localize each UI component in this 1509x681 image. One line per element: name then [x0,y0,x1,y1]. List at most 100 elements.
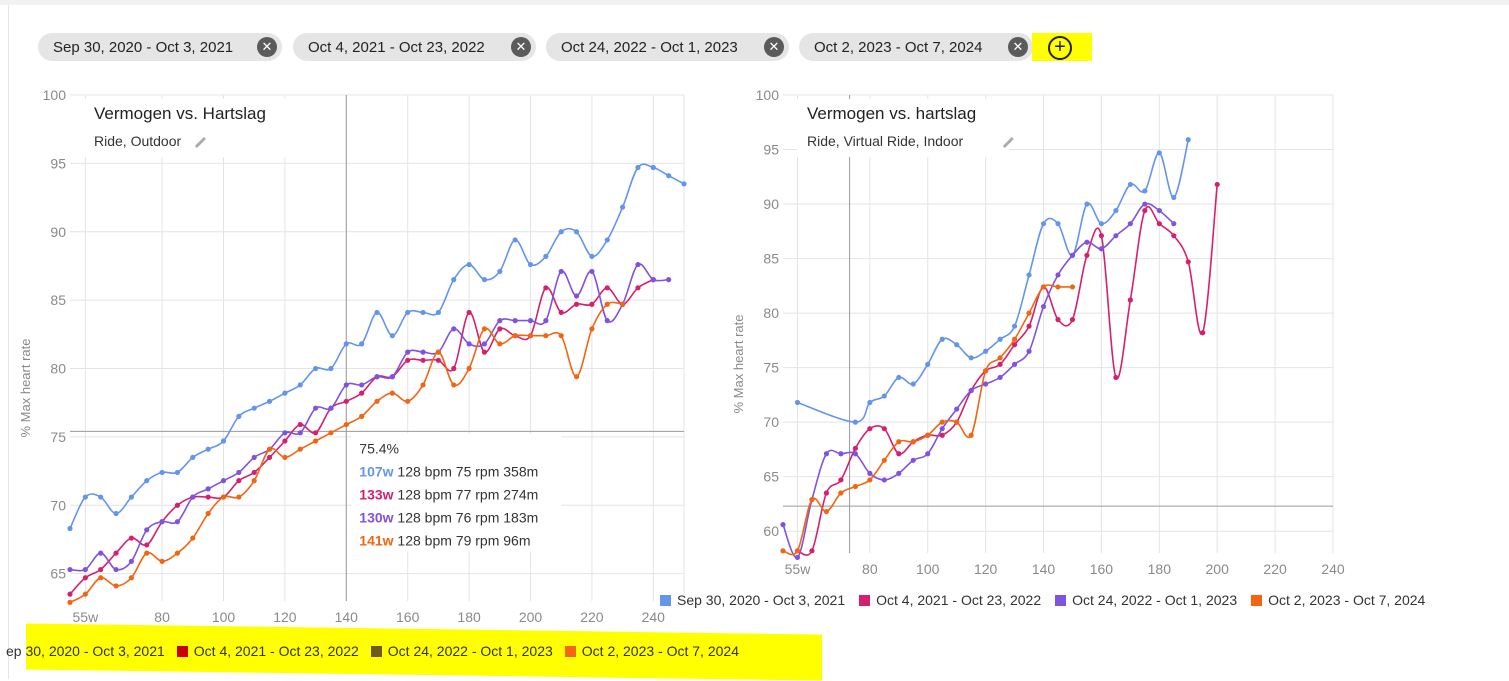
data-point [266,446,273,452]
legend-item[interactable]: Sep 30, 2020 - Oct 3, 2021 [660,592,845,608]
y-axis-label: % Max heart rate [18,339,33,438]
data-point [359,341,365,347]
data-point [997,336,1003,342]
x-tick-label: 120 [974,561,998,577]
close-icon[interactable]: ✕ [511,37,531,57]
x-tick-label: 180 [1148,561,1172,577]
data-point [997,355,1003,361]
data-point [635,261,641,268]
data-point [823,451,830,457]
data-point [512,318,518,324]
data-point [420,357,426,363]
data-point [527,318,534,324]
data-point [466,309,472,316]
data-point [251,478,257,484]
data-point [451,326,457,332]
legend-item[interactable]: Oct 2, 2023 - Oct 7, 2024 [564,643,739,659]
data-point [497,326,503,332]
data-point [589,253,595,259]
data-point [558,268,564,275]
data-point [98,566,104,573]
data-point [1098,221,1105,227]
data-point [867,477,873,483]
data-point [997,374,1003,381]
tooltip-header: 75.4% [359,440,399,456]
data-point [82,591,88,597]
x-tick-label: 80 [862,561,878,577]
date-range-chip-1[interactable]: Sep 30, 2020 - Oct 3, 2021 ✕ [38,33,282,61]
y-axis-label: % Max heart rate [731,315,746,414]
data-point [954,419,960,425]
close-icon[interactable]: ✕ [257,37,277,57]
data-point [543,285,549,291]
data-point [823,490,830,496]
x-tick-label: 200 [1206,561,1230,577]
data-point [481,326,488,332]
legend-item[interactable]: Oct 2, 2023 - Oct 7, 2024 [1251,592,1425,608]
data-point [359,390,365,396]
data-point [1026,310,1032,316]
chart-1: 65 70 75 80 85 90 95 100 55w 80 100 120 140 160 180 200… [18,87,687,625]
legend-item[interactable]: Oct 4, 2021 - Oct 23, 2022 [859,592,1041,608]
y-tick-label: 60 [763,523,779,539]
data-point [1055,221,1061,227]
tooltip-details: 128 bpm 79 rpm 96m [394,532,531,548]
data-point [420,309,426,316]
data-point [838,451,844,457]
data-point [174,550,181,556]
data-point [67,525,73,532]
chart-2: 60 65 70 75 80 85 90 95 100 55w 80 100 120 140 160 180 2… [731,87,1345,577]
date-range-chip-3[interactable]: Oct 24, 2022 - Oct 1, 2023 ✕ [546,33,789,61]
data-point [558,333,564,339]
data-point [925,432,931,438]
data-point [220,478,227,484]
plus-circle-icon[interactable]: + [1048,36,1072,60]
data-point [497,341,503,347]
data-point [666,173,672,179]
data-point [1142,207,1148,214]
data-point [236,478,242,484]
data-point [604,285,610,291]
data-point [1185,259,1191,265]
data-point [190,535,196,541]
data-point [543,253,549,259]
data-point [67,591,73,597]
data-point [98,494,104,500]
chart-title: Vermogen vs. hartslag [807,104,976,123]
close-icon[interactable]: ✕ [764,37,784,57]
legend-item[interactable]: Oct 24, 2022 - Oct 1, 2023 [1055,592,1237,608]
data-point [1011,361,1018,367]
legend-label: Oct 24, 2022 - Oct 1, 2023 [1072,592,1238,608]
date-range-chip-2[interactable]: Oct 4, 2021 - Oct 23, 2022 ✕ [293,33,536,61]
data-point [1026,348,1032,354]
x-tick-label: 100 [212,609,236,625]
x-tick-label: 160 [1090,561,1114,577]
data-point [867,426,873,432]
legend-item[interactable]: ep 30, 2020 - Oct 3, 2021 [6,643,165,659]
data-point [635,285,641,291]
y-tick-label: 80 [50,361,66,377]
data-point [1026,272,1032,278]
data-point [128,535,134,541]
x-tick-label: 55w [73,609,100,625]
close-icon[interactable]: ✕ [1008,37,1028,57]
data-point [558,309,564,316]
data-point [1200,330,1206,336]
legend-swatch [859,594,871,606]
date-range-chip-4[interactable]: Oct 2, 2023 - Oct 7, 2024 ✕ [799,33,1033,61]
data-point [1040,303,1047,310]
chart-subtitle: Ride, Outdoor [94,133,181,149]
data-point [809,496,815,503]
data-point [282,430,288,436]
data-point [466,341,472,347]
legend-label: Oct 2, 2023 - Oct 7, 2024 [581,643,739,659]
data-point [190,454,196,461]
legend-item[interactable]: Oct 4, 2021 - Oct 23, 2022 [176,643,359,659]
data-point [681,181,687,187]
title-box [797,99,1009,157]
data-point [954,406,960,412]
legend-item[interactable]: Oct 24, 2022 - Oct 1, 2023 [370,643,553,659]
y-tick-label: 95 [763,142,779,158]
data-point [794,554,801,560]
